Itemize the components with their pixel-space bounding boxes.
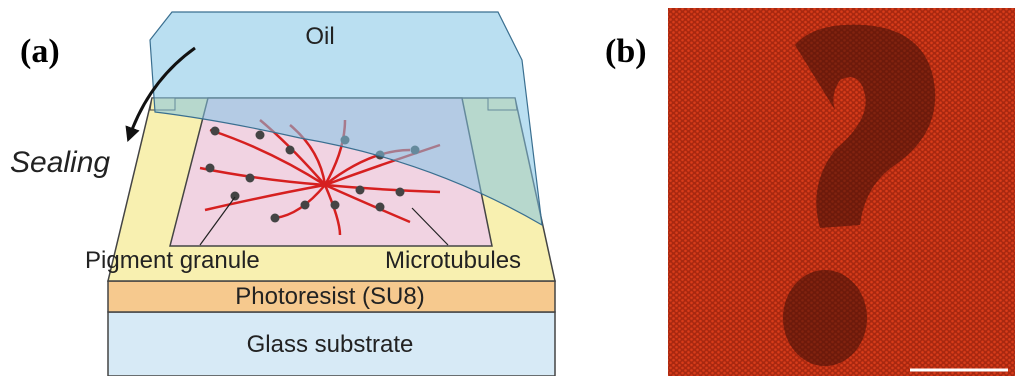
question-dot bbox=[783, 270, 867, 366]
pigment-label: Pigment granule bbox=[85, 247, 260, 274]
glass-label: Glass substrate bbox=[247, 331, 414, 358]
panel-label: (b) bbox=[605, 33, 647, 70]
panel-b: (b) bbox=[605, 8, 1015, 376]
panel-a: (a) Glass substrate Photoresist (SU8) Oi… bbox=[10, 12, 555, 376]
photoresist-label: Photoresist (SU8) bbox=[235, 283, 424, 310]
oil-label: Oil bbox=[305, 23, 334, 50]
panel-label: (a) bbox=[20, 33, 60, 70]
sealing-label: Sealing bbox=[10, 146, 110, 179]
figure: (a) Glass substrate Photoresist (SU8) Oi… bbox=[0, 0, 1015, 376]
microtubules-label: Microtubules bbox=[385, 247, 521, 274]
